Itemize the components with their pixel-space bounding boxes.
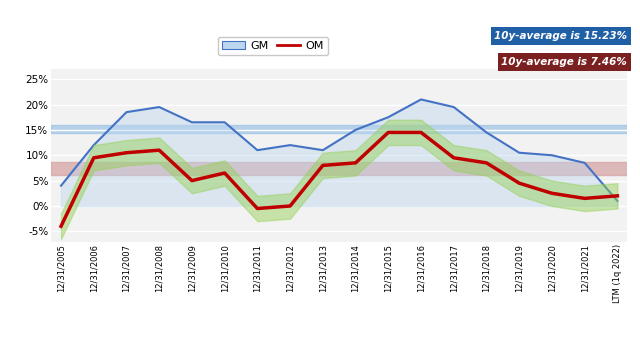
Text: 10y-average is 15.23%: 10y-average is 15.23% xyxy=(494,31,627,41)
Bar xyxy=(51,125,627,133)
Bar xyxy=(51,161,627,175)
Legend: GM, OM: GM, OM xyxy=(218,37,328,56)
Text: 10y-average is 7.46%: 10y-average is 7.46% xyxy=(502,57,627,67)
